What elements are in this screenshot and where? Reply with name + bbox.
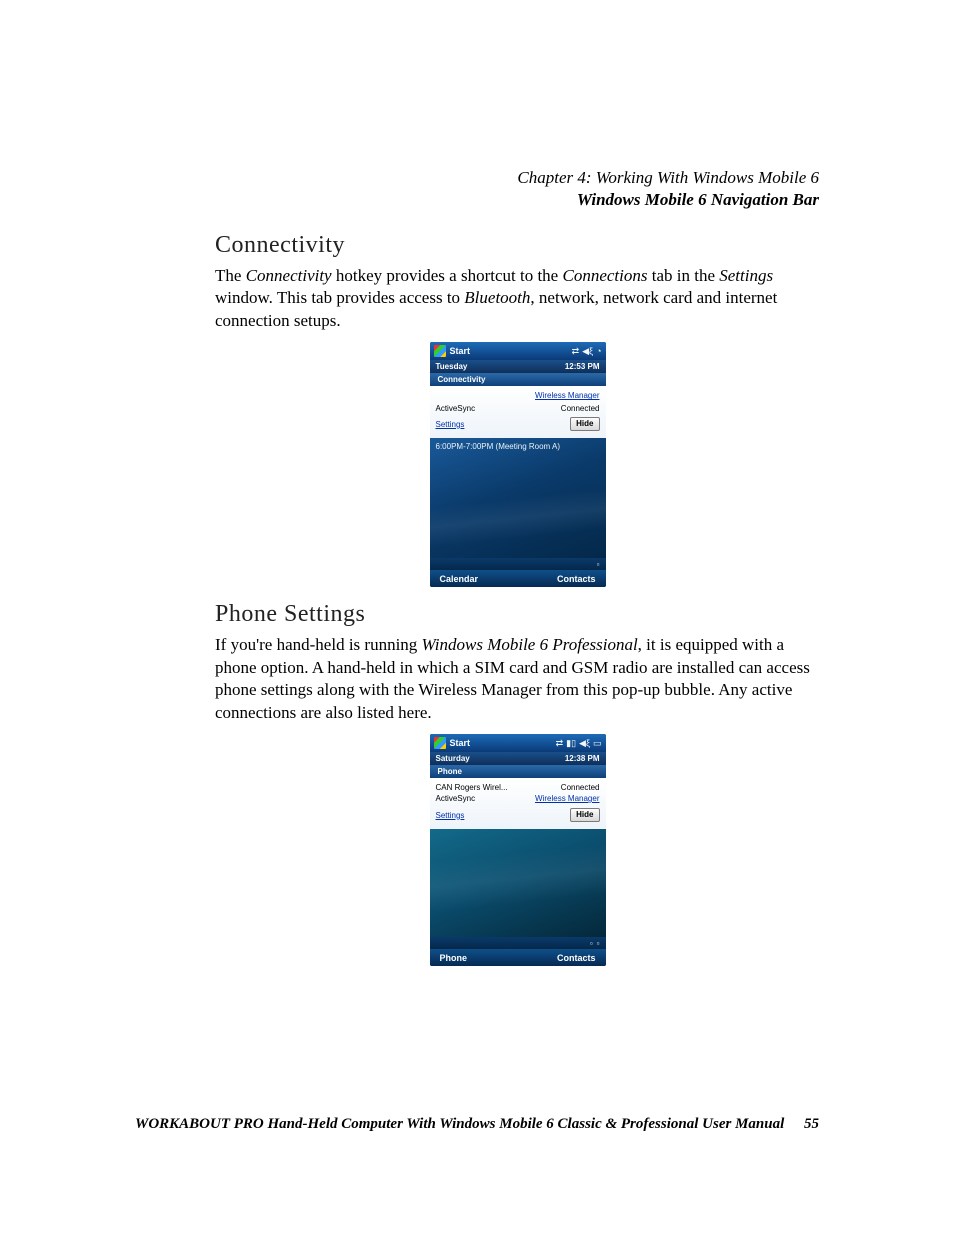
chapter-title: Chapter 4: Working With Windows Mobile 6 <box>517 168 819 188</box>
time-label: 12:38 PM <box>565 754 600 763</box>
start-button[interactable]: Start <box>450 346 572 356</box>
popup-title: Phone <box>430 765 606 778</box>
status-icons: ⇄ ◀ξ ◔ <box>572 346 602 357</box>
text-italic: Connectivity <box>246 266 332 285</box>
connected-label: Connected <box>561 783 600 792</box>
wm-device-screen: Start ⇄ ◀ξ ◔ Tuesday 12:53 PM Connectivi… <box>430 342 606 587</box>
soft-key-bar: Calendar Contacts <box>430 570 606 587</box>
phone-popup: Phone CAN Rogers Wirel... Connected Acti… <box>430 765 606 829</box>
today-body <box>430 829 606 937</box>
tray-icon[interactable]: ▫ <box>597 560 600 569</box>
page: Chapter 4: Working With Windows Mobile 6… <box>0 0 954 1235</box>
wm-device-screen: Start ⇄ ▮▯ ◀ξ ▭ Saturday 12:38 PM Phone <box>430 734 606 966</box>
popup-body: CAN Rogers Wirel... Connected ActiveSync… <box>430 778 606 829</box>
text-italic: Connections <box>562 266 647 285</box>
tray-icon[interactable]: ▫ <box>597 939 600 948</box>
decorative-scanline <box>430 487 606 549</box>
windows-flag-icon[interactable] <box>434 737 446 749</box>
day-label: Tuesday <box>436 362 468 371</box>
settings-link[interactable]: Settings <box>436 811 465 820</box>
content-area: Connectivity The Connectivity hotkey pro… <box>215 232 820 980</box>
section1-paragraph: The Connectivity hotkey provides a short… <box>215 265 820 332</box>
text: tab in the <box>647 266 719 285</box>
screenshot-connectivity: Start ⇄ ◀ξ ◔ Tuesday 12:53 PM Connectivi… <box>215 342 820 587</box>
text: The <box>215 266 246 285</box>
text: hotkey provides a shortcut to the <box>332 266 563 285</box>
text-italic: Bluetooth <box>464 288 530 307</box>
soft-key-left[interactable]: Calendar <box>440 574 479 584</box>
hide-button[interactable]: Hide <box>570 417 599 431</box>
carrier-label: CAN Rogers Wirel... <box>436 783 508 792</box>
decorative-scanline <box>430 842 606 914</box>
footer-text: WORKABOUT PRO Hand-Held Computer With Wi… <box>135 1116 784 1132</box>
volume-icon[interactable]: ◀ξ <box>579 738 590 749</box>
section-heading-connectivity: Connectivity <box>215 232 820 259</box>
signal-icon[interactable]: ▮▯ <box>566 738 576 749</box>
wireless-manager-link[interactable]: Wireless Manager <box>535 391 599 400</box>
soft-key-right[interactable]: Contacts <box>557 574 596 584</box>
start-button[interactable]: Start <box>450 738 556 748</box>
page-number: 55 <box>804 1116 819 1132</box>
connectivity-icon[interactable]: ⇄ <box>556 738 564 749</box>
wireless-manager-link[interactable]: Wireless Manager <box>535 794 599 803</box>
hide-button[interactable]: Hide <box>570 808 599 822</box>
activesync-label: ActiveSync <box>436 404 476 413</box>
page-header: Chapter 4: Working With Windows Mobile 6… <box>517 168 819 210</box>
soft-key-bar: Phone Contacts <box>430 949 606 966</box>
text-italic: Settings <box>719 266 773 285</box>
popup-body: Wireless Manager ActiveSync Connected Se… <box>430 386 606 438</box>
chapter-subtitle: Windows Mobile 6 Navigation Bar <box>517 190 819 210</box>
day-bar: Saturday 12:38 PM <box>430 752 606 765</box>
soft-key-right[interactable]: Contacts <box>557 953 596 963</box>
settings-link[interactable]: Settings <box>436 420 465 429</box>
connected-label: Connected <box>561 404 600 413</box>
activesync-label: ActiveSync <box>436 794 476 803</box>
wm-titlebar: Start ⇄ ▮▯ ◀ξ ▭ <box>430 734 606 752</box>
system-tray: ▫ ▫ <box>430 937 606 949</box>
meeting-text: 6:00PM-7:00PM (Meeting Room A) <box>436 442 561 451</box>
section-heading-phone-settings: Phone Settings <box>215 601 820 628</box>
connectivity-icon[interactable]: ⇄ <box>572 346 580 357</box>
battery-icon[interactable]: ▭ <box>593 738 602 749</box>
today-body: 6:00PM-7:00PM (Meeting Room A) <box>430 438 606 558</box>
windows-flag-icon[interactable] <box>434 345 446 357</box>
tray-icon[interactable]: ▫ <box>590 939 593 948</box>
day-label: Saturday <box>436 754 470 763</box>
connectivity-popup: Connectivity Wireless Manager ActiveSync… <box>430 373 606 438</box>
system-tray: ▫ <box>430 558 606 570</box>
volume-icon[interactable]: ◀ξ <box>582 346 593 357</box>
day-bar: Tuesday 12:53 PM <box>430 360 606 373</box>
status-icons: ⇄ ▮▯ ◀ξ ▭ <box>556 738 602 749</box>
clock-icon[interactable]: ◔ <box>596 346 601 356</box>
page-footer: WORKABOUT PRO Hand-Held Computer With Wi… <box>0 1116 954 1133</box>
text: window. This tab provides access to <box>215 288 464 307</box>
time-label: 12:53 PM <box>565 362 600 371</box>
wm-titlebar: Start ⇄ ◀ξ ◔ <box>430 342 606 360</box>
text: If you're hand-held is running <box>215 635 422 654</box>
popup-title: Connectivity <box>430 373 606 386</box>
text-italic: Windows Mobile 6 Professional <box>422 635 638 654</box>
soft-key-left[interactable]: Phone <box>440 953 468 963</box>
screenshot-phone-settings: Start ⇄ ▮▯ ◀ξ ▭ Saturday 12:38 PM Phone <box>215 734 820 966</box>
section2-paragraph: If you're hand-held is running Windows M… <box>215 634 820 724</box>
